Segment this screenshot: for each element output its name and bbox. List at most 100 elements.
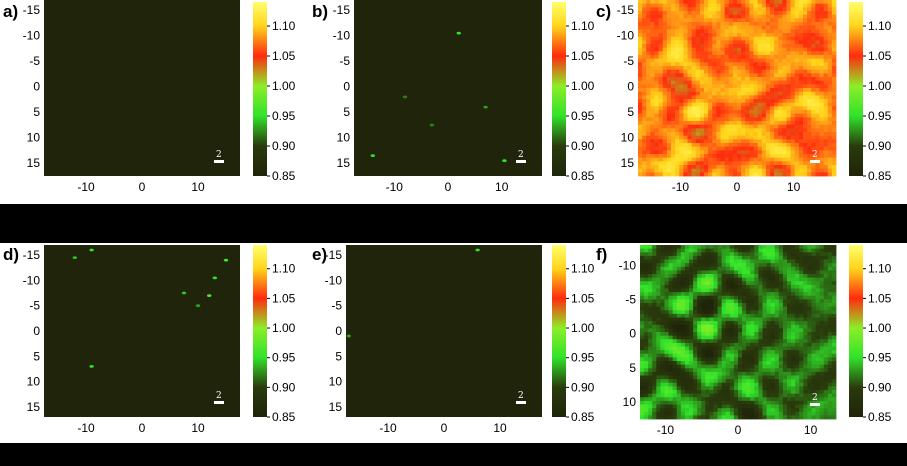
heatmap-cell: [660, 299, 665, 304]
heatmap-cell: [807, 154, 812, 159]
heatmap-cell: [701, 310, 706, 315]
heatmap-cell: [687, 95, 693, 100]
heatmap-cell: [766, 328, 772, 333]
heatmap-cell: [676, 245, 682, 250]
heatmap-cell: [644, 353, 649, 358]
heatmap-cell: [695, 132, 701, 137]
heatmap-cell: [687, 11, 693, 16]
heatmap-cell: [705, 346, 710, 351]
heatmap-cell: [774, 353, 780, 358]
heatmap-cell: [803, 168, 808, 173]
heatmap-cell: [675, 113, 680, 118]
heatmap-cell: [745, 143, 750, 148]
heatmap-cell: [815, 146, 820, 151]
heatmap-cell: [652, 263, 657, 268]
heatmap-cell: [646, 154, 651, 159]
heatmap-cell: [721, 397, 727, 402]
heatmap-cell: [823, 51, 829, 56]
heatmap-cell: [770, 121, 775, 126]
heatmap-cell: [691, 154, 697, 159]
heatmap-cell: [766, 248, 772, 253]
heatmap-cell: [811, 128, 816, 133]
heatmap-cell: [791, 375, 796, 380]
heatmap-cell: [672, 393, 678, 398]
heatmap-cell: [650, 3, 655, 8]
heatmap-cell: [770, 292, 776, 297]
heatmap-cell: [676, 361, 682, 366]
heatmap-cell: [807, 306, 812, 311]
heatmap-cell: [782, 346, 788, 351]
heatmap-cell: [713, 350, 718, 355]
heatmap-cell: [728, 58, 734, 63]
heatmap-cell: [749, 7, 754, 12]
heatmap-cell: [721, 274, 727, 279]
heatmap-cell: [689, 263, 694, 268]
heatmap-cell: [680, 415, 686, 420]
heatmap-cell: [676, 393, 682, 398]
heatmap-cell: [652, 382, 657, 387]
heatmap-cell: [716, 113, 721, 118]
scale-bar-label: 2: [216, 150, 222, 160]
heatmap-cell: [823, 106, 829, 111]
heatmap-cell: [753, 121, 759, 126]
heatmap-cell: [640, 317, 645, 322]
heatmap-cell: [701, 288, 706, 293]
heatmap-cell: [708, 99, 713, 104]
heatmap-cell: [679, 58, 684, 63]
heatmap-cell: [811, 270, 816, 275]
heatmap-cell: [648, 393, 653, 398]
heatmap-cell: [672, 404, 678, 409]
heatmap-cell: [766, 371, 772, 376]
heatmap-cell: [790, 106, 796, 111]
heatmap-cell: [701, 357, 706, 362]
heatmap-cell: [701, 361, 706, 366]
heatmap-cell: [713, 357, 718, 362]
heatmap-cell: [691, 58, 697, 63]
heatmap-cell: [758, 288, 763, 293]
heatmap-cell: [778, 99, 783, 104]
heatmap-cell: [720, 77, 726, 82]
heatmap-cell: [778, 165, 783, 170]
heatmap-cell: [765, 69, 771, 74]
heatmap-cell: [671, 121, 676, 126]
heatmap-cell: [712, 33, 717, 38]
heatmap-cell: [680, 379, 686, 384]
heatmap-cell: [712, 168, 717, 173]
heatmap-cell: [695, 88, 701, 93]
heatmap-cell: [823, 263, 829, 268]
heatmap-cell: [704, 106, 709, 111]
heatmap-cell: [695, 165, 701, 170]
heatmap-cell: [664, 277, 669, 282]
heatmap-cell: [656, 284, 661, 289]
heatmap-cell: [721, 324, 727, 329]
heatmap-cell: [684, 400, 690, 405]
heatmap-cell: [650, 150, 655, 155]
heatmap-cell: [831, 47, 837, 52]
heatmap-cell: [795, 328, 800, 333]
heatmap-cell: [798, 135, 804, 140]
heatmap-cell: [638, 11, 643, 16]
heatmap-cell: [790, 7, 796, 12]
heatmap-cell: [652, 400, 657, 405]
heatmap-cell: [725, 408, 731, 413]
heatmap-cell: [795, 245, 800, 250]
heatmap-cell: [687, 44, 693, 49]
heatmap-cell: [716, 106, 721, 111]
heatmap-cell: [717, 368, 723, 373]
heatmap-cell: [795, 303, 800, 308]
heatmap-cell: [644, 299, 649, 304]
heatmap-cell: [762, 393, 767, 398]
heatmap-cell: [782, 313, 788, 318]
heatmap-cell: [704, 80, 709, 85]
heatmap-cell: [770, 106, 775, 111]
heatmap-cell: [746, 411, 751, 416]
heatmap-cell: [803, 154, 808, 159]
heatmap-cell: [799, 411, 804, 416]
heatmap-cell: [684, 259, 690, 264]
heatmap-cell: [745, 66, 750, 71]
heatmap-cell: [664, 364, 669, 369]
heatmap-cell: [778, 0, 783, 5]
heatmap-cell: [798, 77, 804, 82]
heatmap-cell: [701, 274, 706, 279]
